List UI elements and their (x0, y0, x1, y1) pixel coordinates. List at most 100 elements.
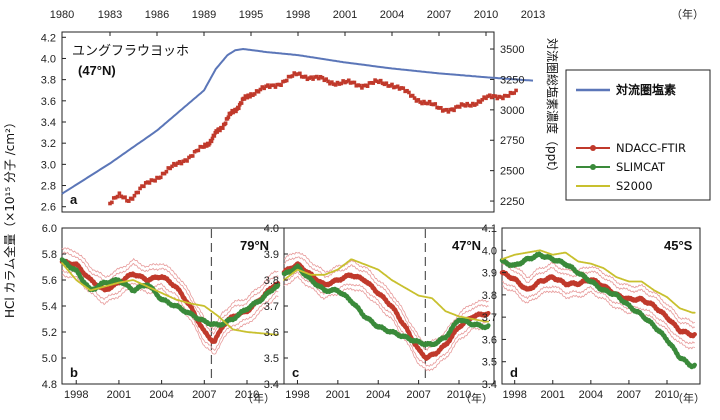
series-ndacc-point (119, 194, 124, 199)
panel-d-location: 45°S (664, 238, 693, 253)
series-ndacc-point (218, 128, 222, 133)
panel-d-y-tick-label: 3.4 (482, 379, 497, 391)
series-ndacc-point (264, 84, 268, 89)
panel-a-frame (61, 31, 495, 213)
series-ndacc-point (236, 106, 241, 111)
series-ndacc-point (377, 80, 381, 85)
series-ndacc-point (478, 100, 483, 104)
series-ndacc-point (111, 196, 116, 200)
legend-marker-ndacc (590, 145, 596, 151)
panel-d-frame (501, 227, 701, 385)
panel-d-series-s2000 (501, 249, 696, 314)
panel-c-letter: c (292, 365, 299, 380)
series-ndacc-point (499, 95, 503, 99)
panel-b-series-slimcat (59, 257, 281, 328)
series-ndacc-point (503, 93, 507, 98)
series-ndacc-point (348, 81, 353, 85)
panel-a-y-tick-label: 3.6 (41, 96, 56, 108)
panel-b-plot (59, 229, 281, 383)
panel-d-y-tick-label: 3.8 (482, 290, 497, 302)
panel-d-letter: d (510, 365, 518, 380)
series-ndacc-point (212, 134, 217, 138)
panel-d-y-tick-label: 3.7 (482, 312, 497, 324)
series-ndacc-point (108, 201, 112, 206)
series-ndacc-point (469, 104, 473, 108)
series-ndacc-point (157, 176, 161, 180)
series-ndacc-point (410, 93, 415, 98)
series-ndacc-point (375, 79, 379, 84)
series-ndacc-point (459, 102, 464, 106)
panel-a-plot (61, 47, 534, 206)
panel-b-ticks: 1998 2001 2004 2007 2010 4.8 5.0 5.2 5.4 5.6 5.8 6.… (42, 223, 260, 401)
series-ndacc-point (371, 81, 375, 85)
panel-a-y-tick-label: 2.8 (41, 181, 56, 193)
series-ndacc-point (260, 85, 265, 89)
series-ndacc-point (318, 74, 323, 79)
series-ndacc-point (331, 82, 336, 86)
panel-a-y-ticks-left: 2.6 2.8 3.0 3.2 3.4 3.6 3.8 4.0 4.2 (41, 32, 66, 214)
series-tropospheric-chlorine-line (61, 47, 534, 195)
series-ndacc-point (248, 94, 252, 99)
series-ndacc-point (170, 164, 174, 169)
series-ndacc-point (341, 79, 345, 83)
panel-d-x-tick-label: 2007 (617, 389, 641, 401)
series-ndacc-point (140, 184, 144, 188)
series-ndacc-point (330, 80, 334, 84)
series-ndacc-point (484, 96, 488, 101)
series-ndacc-point (448, 107, 453, 112)
series-ndacc-point (491, 94, 496, 98)
series-ndacc-point (168, 166, 172, 171)
panel-d-ndacc-envelope (501, 280, 696, 345)
series-ndacc-point (437, 106, 441, 110)
series-ndacc-point (354, 83, 359, 88)
series-ndacc-point (117, 191, 122, 196)
panel-b-x-tick-label: 2007 (192, 389, 216, 401)
series-ndacc-point (307, 76, 312, 80)
panel-c-ndacc-envelope (283, 275, 489, 372)
panel-a-y-tick-right-label: 2250 (500, 196, 524, 208)
panel-d-x-unit: （年） (672, 391, 705, 405)
panel-b-y-tick-label: 5.6 (42, 275, 57, 287)
series-ndacc-point (497, 94, 501, 99)
series-ndacc-point (151, 178, 156, 183)
panel-c-x-unit: （年） (460, 391, 493, 405)
panel-d-plot (499, 249, 697, 370)
series-ndacc-point (223, 121, 228, 126)
panel-a-right-ylabel: 対流圏総塩素濃度（ppt） (545, 38, 560, 178)
series-ndacc-point (313, 75, 317, 79)
series-ndacc-point (125, 198, 129, 203)
series-ndacc-point (279, 83, 283, 87)
series-ndacc-point (444, 107, 449, 112)
panel-b-x-tick-label: 1998 (64, 389, 88, 401)
series-ndacc-point (457, 105, 462, 109)
series-ndacc-point (187, 155, 191, 160)
left-ylabel: HCl カラム全量（×10¹⁵ 分子 /cm²） (2, 116, 17, 318)
series-ndacc-point (202, 145, 206, 149)
series-ndacc-point (416, 98, 421, 102)
series-ndacc-point (305, 77, 310, 82)
series-ndacc-point (431, 102, 436, 107)
series-ndacc-point (495, 96, 500, 101)
series-ndacc-point (425, 101, 430, 106)
panel-a-location: ユングフラウヨッホ (72, 44, 189, 59)
series-ndacc-point (482, 95, 486, 99)
series-ndacc-point (489, 95, 494, 100)
series-ndacc-point (286, 74, 291, 79)
series-ndacc-point (393, 85, 398, 89)
series-ndacc-point (266, 83, 270, 87)
panel-b-letter: b (70, 365, 78, 380)
panel-c-ndacc-envelope (283, 251, 489, 347)
panel-b-x-tick-label: 2010 (235, 389, 259, 401)
panel-a-y-tick-label: 3.0 (41, 159, 56, 171)
panel-a-x-tick-label: 2004 (380, 9, 404, 21)
series-ndacc-point (130, 197, 135, 201)
series-ndacc-point (429, 102, 434, 106)
panel-d-x-tick-label: 2004 (579, 389, 603, 401)
series-ndacc-point (275, 82, 280, 87)
series-ndacc-point (384, 81, 389, 86)
panel-a-x-tick-label: 1995 (239, 9, 263, 21)
panel-b-ndacc-envelope (61, 247, 279, 330)
series-ndacc-point (346, 78, 351, 83)
series-ndacc-point (472, 103, 477, 107)
series-ndacc-point (196, 148, 201, 153)
